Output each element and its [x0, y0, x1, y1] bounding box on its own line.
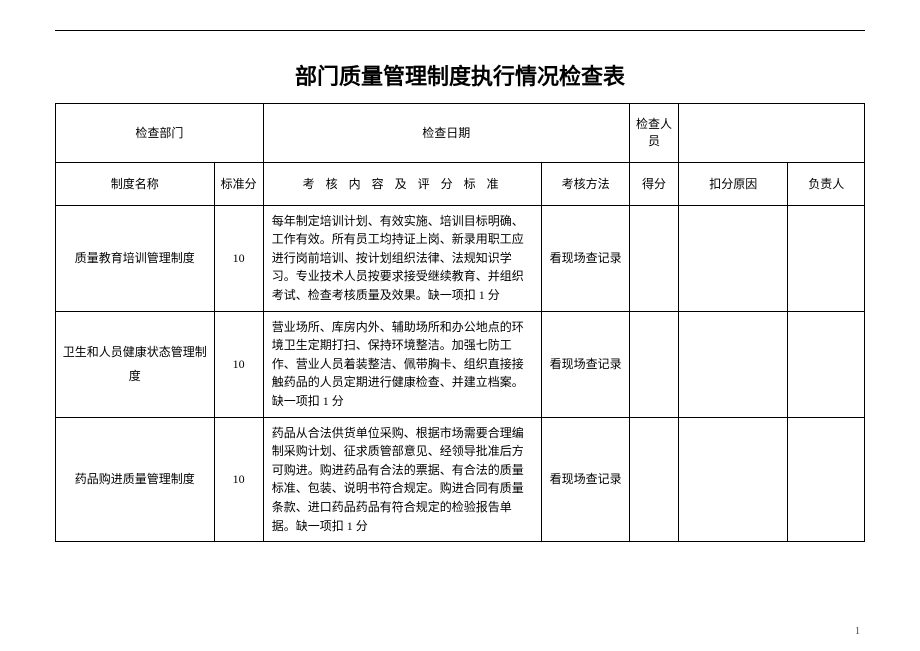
col-name: 制度名称: [56, 162, 215, 205]
cell-reason: [679, 311, 788, 417]
col-method: 考核方法: [542, 162, 629, 205]
cell-responsible: [788, 205, 865, 311]
col-responsible: 负责人: [788, 162, 865, 205]
cell-criteria: 每年制定培训计划、有效实施、培训目标明确、工作有效。所有员工均持证上岗、新录用职…: [263, 205, 542, 311]
date-label: 检查日期: [263, 104, 629, 163]
cell-criteria: 药品从合法供货单位采购、根据市场需要合理编制采购计划、征求质管部意见、经领导批准…: [263, 417, 542, 542]
cell-std-score: 10: [214, 205, 263, 311]
cell-name: 药品购进质量管理制度: [56, 417, 215, 542]
cell-criteria: 营业场所、库房内外、辅助场所和办公地点的环境卫生定期打扫、保持环境整洁。加强七防…: [263, 311, 542, 417]
inspection-table: 检查部门 检查日期 检查人员 制度名称 标准分 考 核 内 容 及 评 分 标 …: [55, 103, 865, 542]
cell-name: 质量教育培训管理制度: [56, 205, 215, 311]
cell-got-score: [629, 417, 678, 542]
cell-method: 看现场查记录: [542, 205, 629, 311]
page-number: 1: [855, 626, 860, 637]
horizontal-rule: [55, 30, 865, 31]
cell-method: 看现场查记录: [542, 417, 629, 542]
column-header-row: 制度名称 标准分 考 核 内 容 及 评 分 标 准 考核方法 得分 扣分原因 …: [56, 162, 865, 205]
dept-label: 检查部门: [56, 104, 264, 163]
inspector-value: [679, 104, 865, 163]
cell-got-score: [629, 311, 678, 417]
cell-std-score: 10: [214, 417, 263, 542]
cell-responsible: [788, 417, 865, 542]
cell-name: 卫生和人员健康状态管理制度: [56, 311, 215, 417]
cell-std-score: 10: [214, 311, 263, 417]
cell-responsible: [788, 311, 865, 417]
col-got-score: 得分: [629, 162, 678, 205]
cell-reason: [679, 205, 788, 311]
document-title: 部门质量管理制度执行情况检查表: [55, 59, 865, 91]
meta-row: 检查部门 检查日期 检查人员: [56, 104, 865, 163]
cell-reason: [679, 417, 788, 542]
cell-method: 看现场查记录: [542, 311, 629, 417]
col-criteria: 考 核 内 容 及 评 分 标 准: [263, 162, 542, 205]
inspector-label: 检查人员: [629, 104, 678, 163]
table-row: 卫生和人员健康状态管理制度 10 营业场所、库房内外、辅助场所和办公地点的环境卫…: [56, 311, 865, 417]
table-row: 质量教育培训管理制度 10 每年制定培训计划、有效实施、培训目标明确、工作有效。…: [56, 205, 865, 311]
cell-got-score: [629, 205, 678, 311]
col-std-score: 标准分: [214, 162, 263, 205]
col-reason: 扣分原因: [679, 162, 788, 205]
table-row: 药品购进质量管理制度 10 药品从合法供货单位采购、根据市场需要合理编制采购计划…: [56, 417, 865, 542]
